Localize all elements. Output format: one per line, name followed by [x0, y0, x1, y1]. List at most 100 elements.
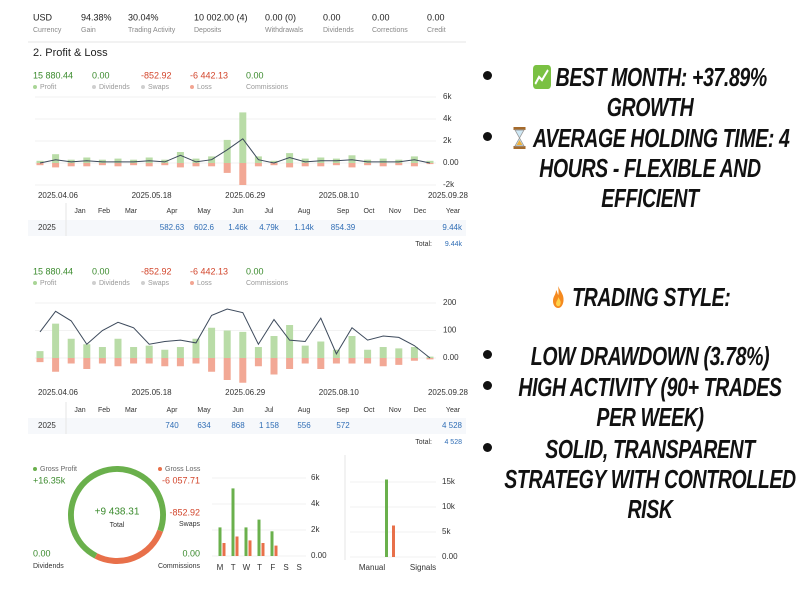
bar	[286, 325, 294, 359]
bar	[332, 163, 340, 166]
legend-dot	[158, 467, 162, 471]
bar	[317, 157, 325, 163]
bar	[98, 347, 106, 359]
donut-arc	[68, 466, 166, 559]
x-tick-label: 2025.04.06	[38, 191, 79, 200]
y-tick-label: 4k	[311, 499, 320, 508]
legend-value: -852.92	[141, 266, 172, 276]
bar	[254, 358, 262, 367]
legend-dot	[190, 281, 194, 285]
month-label: Dec	[414, 407, 427, 414]
bar	[286, 358, 294, 370]
legend-dot	[33, 85, 37, 89]
bar	[52, 154, 60, 163]
bar	[52, 323, 60, 359]
x-tick-label: 2025.09.28	[428, 191, 469, 200]
stat-value: 0.00	[427, 12, 445, 22]
bar	[83, 163, 91, 167]
donut-arc	[94, 529, 164, 564]
month-label: Aug	[298, 208, 311, 215]
bar	[348, 336, 356, 359]
bar	[83, 157, 91, 163]
line	[39, 138, 431, 164]
bar	[161, 349, 169, 359]
month-value: 854.39	[331, 223, 356, 232]
row-label: 2025	[38, 223, 56, 232]
bar	[176, 347, 184, 359]
legend-dot	[92, 85, 96, 89]
month-value: 572	[336, 421, 350, 430]
bar	[364, 358, 372, 364]
bar	[83, 344, 91, 359]
legend-label: Swaps	[148, 84, 170, 91]
bar	[364, 163, 372, 166]
stat-label: Credit	[427, 27, 446, 34]
legend-label: Commissions	[246, 84, 289, 91]
month-label: Dec	[414, 208, 427, 215]
legend-value: -6 442.13	[190, 70, 228, 80]
legend-label: Dividends	[99, 84, 130, 91]
bar	[270, 336, 278, 359]
month-value: 4.79k	[259, 223, 280, 232]
bar	[395, 358, 403, 365]
month-label: Feb	[98, 407, 110, 414]
style-item: HIGH ACTIVITY (90+ TRADES PER WEEK)	[500, 372, 800, 532]
highlight-text: AVERAGE HOLDING TIME: 4 HOURS - FLEXIBLE…	[533, 123, 790, 213]
bar	[332, 358, 340, 364]
style-item: SOLID, TRANSPARENT STRATEGY WITH CONTROL…	[500, 434, 800, 594]
highlight: BEST MONTH: +37.89% GROWTH	[500, 62, 800, 222]
bar	[114, 163, 122, 167]
legend-dot	[141, 281, 145, 285]
donut-total-label: Total	[110, 522, 125, 529]
y-tick-label: 100	[443, 326, 457, 335]
legend-value: +16.35k	[33, 475, 66, 485]
y-tick-label: 5k	[442, 527, 451, 536]
bar	[395, 159, 403, 163]
month-label: Nov	[389, 407, 402, 414]
bar	[223, 358, 231, 380]
dividends-value: 0.00	[33, 548, 51, 558]
year-label: Year	[446, 407, 461, 414]
x-tick-label: T	[231, 563, 236, 572]
month-label: Jun	[232, 208, 243, 215]
legend-value: -6 442.13	[190, 266, 228, 276]
donut-total: +9 438.31	[95, 507, 140, 518]
legend-dot	[92, 281, 96, 285]
bar	[67, 159, 75, 163]
style-text: SOLID, TRANSPARENT STRATEGY WITH CONTROL…	[504, 434, 796, 524]
style-text: LOW DRAWDOWN (3.78%)	[530, 341, 770, 371]
bullet	[483, 443, 492, 452]
month-label: Jan	[74, 407, 85, 414]
month-label: Jul	[265, 208, 274, 215]
bar	[208, 327, 216, 359]
bar	[270, 531, 274, 556]
year-label: Year	[446, 208, 461, 215]
bar	[145, 345, 153, 359]
bar	[130, 159, 138, 163]
legend-dot	[190, 85, 194, 89]
month-label: Apr	[167, 208, 179, 215]
legend-label: Profit	[40, 280, 56, 287]
y-tick-label: 6k	[443, 92, 452, 101]
x-tick-label: 2025.09.28	[428, 388, 469, 397]
bar	[235, 536, 239, 556]
style-item: LOW DRAWDOWN (3.78%)	[500, 341, 800, 501]
month-value: 556	[297, 421, 311, 430]
y-tick-label: 0.00	[443, 353, 459, 362]
bar	[130, 163, 138, 166]
commissions-label: Commissions	[158, 563, 201, 570]
bar	[270, 358, 278, 375]
month-label: Feb	[98, 208, 110, 215]
x-tick-label: W	[243, 563, 251, 572]
stat-label: Corrections	[372, 27, 408, 34]
bar	[114, 158, 122, 163]
bullet	[483, 381, 492, 390]
bar	[348, 155, 356, 163]
y-tick-label: -2k	[443, 180, 455, 189]
bar	[379, 347, 387, 359]
month-label: Mar	[125, 208, 138, 215]
bar	[130, 347, 138, 359]
bar	[426, 358, 434, 360]
bar	[395, 163, 403, 166]
month-label: Aug	[298, 407, 311, 414]
